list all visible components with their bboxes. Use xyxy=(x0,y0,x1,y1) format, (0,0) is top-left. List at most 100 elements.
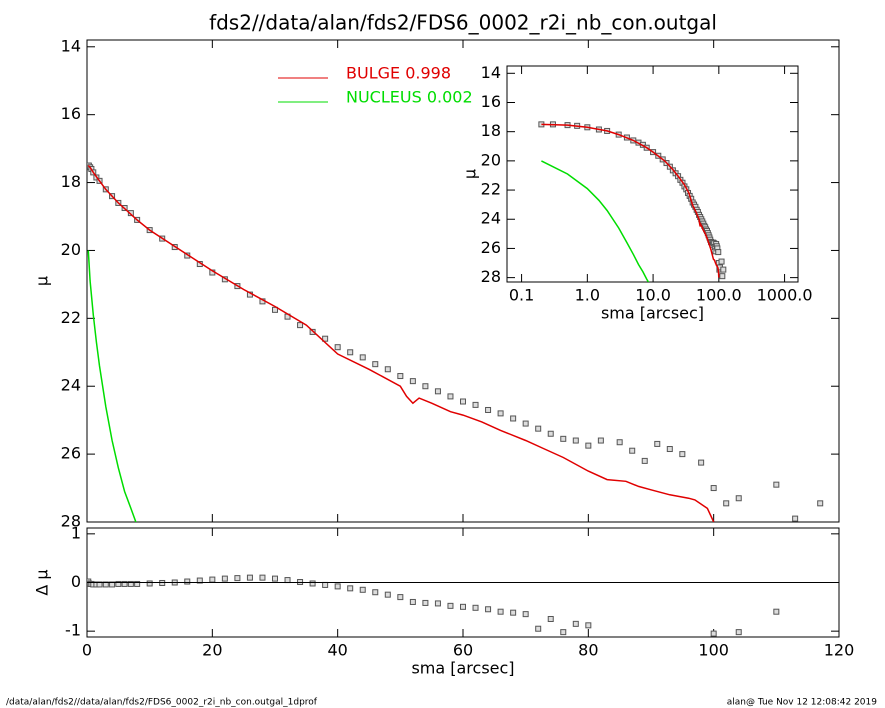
data-point xyxy=(485,606,492,613)
y-tick-label: 26 xyxy=(61,444,81,463)
data-point xyxy=(127,210,134,217)
data-point xyxy=(617,638,622,643)
y-tick-label: 14 xyxy=(481,63,501,82)
data-point xyxy=(146,580,153,587)
legend-label: BULGE 0.998 xyxy=(346,64,451,83)
x-tick-label: 60 xyxy=(453,641,473,660)
data-point xyxy=(422,383,429,390)
y-tick-label: 16 xyxy=(481,92,501,111)
data-point xyxy=(616,439,623,446)
data-point xyxy=(297,322,304,329)
data-point xyxy=(347,349,354,356)
data-point xyxy=(698,459,705,466)
y-tick-label: 24 xyxy=(61,376,81,395)
data-point xyxy=(642,643,647,648)
data-point xyxy=(372,589,379,596)
data-point xyxy=(96,581,103,588)
x-tick-label: 1000.0 xyxy=(757,286,813,305)
data-point xyxy=(585,442,592,449)
data-point xyxy=(409,598,416,605)
y-axis-label: Δ μ xyxy=(33,569,52,595)
data-point xyxy=(572,437,579,444)
data-point xyxy=(666,446,673,453)
data-point xyxy=(127,580,134,587)
data-point xyxy=(397,373,404,380)
data-point xyxy=(715,249,722,256)
data-point xyxy=(667,643,672,648)
data-point xyxy=(209,576,216,583)
data-point xyxy=(109,581,116,588)
y-tick-label: 20 xyxy=(481,150,501,169)
data-point xyxy=(572,620,579,627)
data-point xyxy=(655,638,660,643)
y-tick-label: 28 xyxy=(481,267,501,286)
x-tick-label: 0.1 xyxy=(509,286,534,305)
y-tick-label: 1 xyxy=(71,523,81,542)
x-axis-label: sma [arcsec] xyxy=(411,659,514,678)
y-tick-label: 18 xyxy=(61,172,81,191)
y-tick-label: 28 xyxy=(61,512,81,531)
data-point xyxy=(121,580,128,587)
data-point xyxy=(629,447,636,454)
x-tick-label: 120 xyxy=(824,641,855,660)
data-point xyxy=(560,435,567,442)
data-point xyxy=(134,580,141,587)
data-point xyxy=(234,575,241,582)
x-tick-label: 40 xyxy=(327,641,347,660)
data-point xyxy=(535,425,542,432)
x-tick-label: 0 xyxy=(82,641,92,660)
data-point xyxy=(447,602,454,609)
data-point xyxy=(773,481,780,488)
data-point xyxy=(773,608,780,615)
plot-area xyxy=(538,121,727,282)
data-point xyxy=(102,581,109,588)
data-point xyxy=(397,594,404,601)
data-point xyxy=(510,609,517,616)
data-point xyxy=(735,629,742,636)
y-tick-label: 14 xyxy=(61,36,81,55)
data-point xyxy=(284,577,291,584)
data-point xyxy=(322,581,329,588)
data-point xyxy=(510,415,517,422)
y-tick-label: 22 xyxy=(481,180,501,199)
y-tick-label: 0 xyxy=(71,572,81,591)
data-point xyxy=(719,273,726,280)
data-point xyxy=(460,603,466,610)
data-point xyxy=(272,575,278,582)
data-point xyxy=(309,580,316,587)
data-point xyxy=(196,577,203,584)
legend-label: NUCLEUS 0.002 xyxy=(346,88,473,107)
data-point xyxy=(359,586,366,593)
data-point xyxy=(597,437,604,444)
data-point xyxy=(720,266,727,273)
data-point xyxy=(723,500,730,507)
data-point xyxy=(792,515,799,522)
model-line xyxy=(87,250,137,522)
x-tick-label: 10.0 xyxy=(635,286,671,305)
x-tick-label: 80 xyxy=(578,641,598,660)
data-point xyxy=(334,344,341,351)
data-point xyxy=(641,457,648,464)
y-tick-label: 24 xyxy=(481,209,501,228)
x-axis-label: sma [arcsec] xyxy=(601,304,704,323)
data-point xyxy=(409,378,416,385)
data-point xyxy=(710,485,717,492)
data-point xyxy=(422,599,429,606)
data-point xyxy=(793,653,798,658)
x-tick-label: 100 xyxy=(698,641,729,660)
data-point xyxy=(184,578,191,585)
data-point xyxy=(447,393,454,400)
footer-right: alan@ Tue Nov 12 12:08:42 2019 xyxy=(727,698,878,708)
data-point xyxy=(679,451,686,458)
model-line xyxy=(87,165,715,522)
chart-title: fds2//data/alan/fds2/FDS6_0002_r2i_nb_co… xyxy=(209,11,717,35)
plot-frame xyxy=(506,65,799,283)
data-point xyxy=(259,574,266,581)
x-tick-label: 100.0 xyxy=(696,286,742,305)
data-point xyxy=(347,585,354,592)
data-point xyxy=(585,622,592,629)
data-point xyxy=(817,500,824,507)
y-tick-label: 16 xyxy=(61,104,81,123)
data-point xyxy=(246,574,253,581)
